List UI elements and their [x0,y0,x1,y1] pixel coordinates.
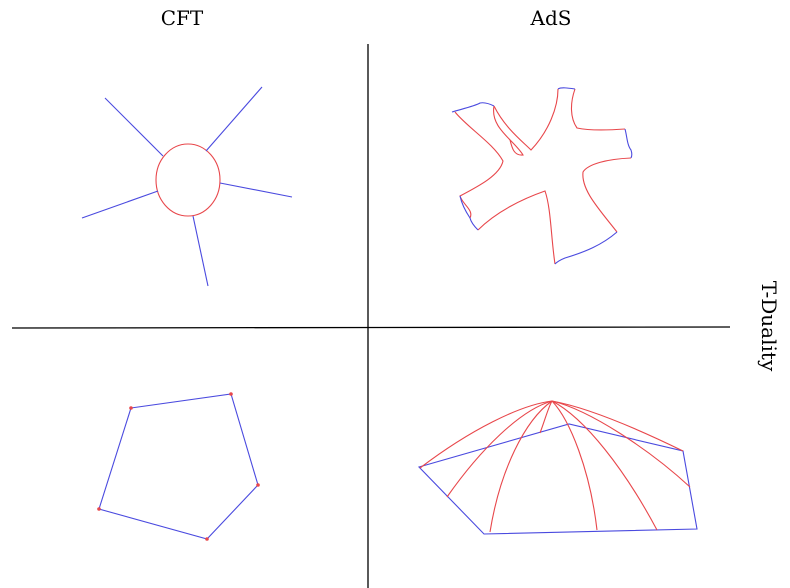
star-leg-left [81,190,159,219]
pentagon-outline [98,393,259,540]
pentagon-vertex [256,483,260,487]
star-leg-top-right [205,86,263,152]
star-leg-top-left [104,97,164,157]
ads-curve-top [493,88,559,151]
cft-circle [155,143,221,217]
dome-base-polygon [417,423,698,535]
pentagon-vertex [129,406,133,410]
geodesic-8 [551,400,684,452]
pentagon-vertex [205,537,209,541]
pentagon-vertex [97,507,101,511]
geodesic-4 [539,400,553,434]
ads-geodesic-dome [417,400,698,535]
ads-curve-top-right [570,88,626,131]
geodesic-6 [551,400,658,531]
star-leg-bottom [192,215,209,287]
ads-boundary-a [451,102,495,113]
geodesic-7 [551,400,691,488]
geodesic-3 [489,400,553,533]
ads-title: AdS [530,6,572,30]
cft-polygon [97,392,260,541]
ads-curve-right [582,157,632,233]
ads-curve-a [493,105,524,156]
star-leg-right [219,182,293,198]
pentagon-vertex [229,392,233,396]
cft-star-diagram [81,86,293,287]
geodesic-2 [419,400,553,469]
cft-title: CFT [161,6,204,30]
t-duality-label: T-Duality [757,281,781,372]
ads-curve-left [454,111,504,219]
horizontal-divider [11,326,731,329]
ads-boundary-d [554,231,618,265]
ads-boundary-e [459,195,479,231]
ads-star-surface [451,87,633,265]
geodesic-1 [446,400,553,498]
ads-boundary-b [557,87,576,90]
ads-boundary-c [624,128,633,159]
geodesic-5 [551,400,598,531]
ads-curve-bottom [477,190,556,265]
